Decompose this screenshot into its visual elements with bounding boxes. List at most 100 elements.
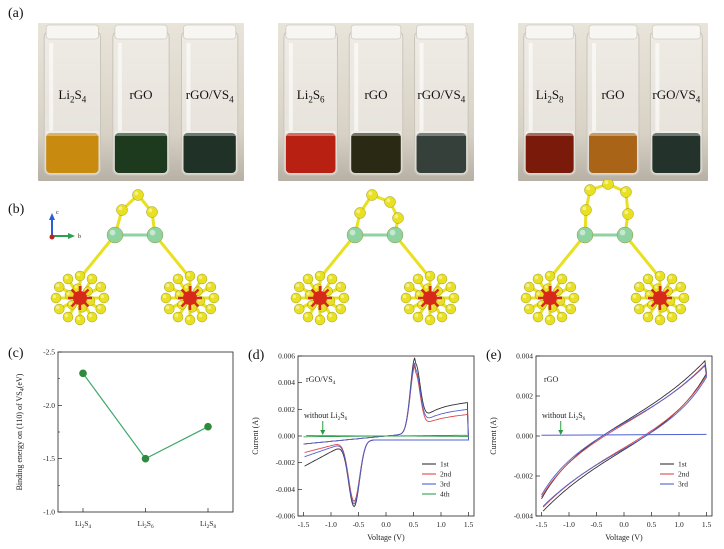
- sulfur-atom-shine: [356, 209, 361, 214]
- vial-meniscus: [285, 131, 336, 136]
- sulfur-atom: [400, 292, 412, 304]
- x-tick-label: 1.5: [464, 520, 474, 529]
- sulfur-atom-shine: [186, 316, 191, 321]
- vial-highlight: [419, 43, 424, 131]
- sulfur-atom: [412, 311, 424, 323]
- sulfur-atom: [532, 273, 544, 285]
- vial-liquid: [183, 133, 236, 173]
- sulfur-atom: [620, 186, 632, 198]
- y-tick-label: -0.006: [276, 512, 296, 521]
- vial-cap: [114, 24, 168, 40]
- sulfur-atom-shine: [414, 275, 419, 280]
- sulfur-atom-shine: [328, 275, 333, 280]
- sulfur-atom: [184, 314, 196, 326]
- sulfur-atom-shine: [635, 305, 640, 310]
- sulfur-atom-shine: [654, 285, 658, 289]
- sulfur-atom: [404, 281, 415, 293]
- sulfur-atom: [314, 314, 326, 326]
- x-tick-label-part: Li: [138, 519, 145, 528]
- sulfur-atom-shine: [534, 275, 539, 280]
- sulfur-atom: [172, 311, 184, 323]
- vial-photo-1-graphic: [38, 23, 244, 181]
- sulfur-atom-shine: [88, 275, 93, 280]
- sulfur-atom-shine: [97, 283, 102, 288]
- vial-highlight: [655, 43, 660, 131]
- sulfur-atom: [302, 273, 314, 285]
- sulfur-atom: [678, 292, 690, 304]
- sulfur-atom: [164, 281, 175, 293]
- sulfur-atom: [642, 273, 654, 285]
- sulfur-atom-shine: [316, 272, 321, 277]
- y-tick-label: 0.000: [278, 432, 295, 441]
- vial-cap: [525, 24, 575, 40]
- panel-label-b: (b): [8, 202, 25, 217]
- sulfur-atom-shine: [162, 294, 167, 299]
- sulfur-atom-shine: [405, 305, 410, 310]
- sulfur-atom-shine: [414, 313, 419, 318]
- cv-curve-1st: [541, 359, 707, 512]
- annotation-text-part: without Li: [304, 411, 338, 420]
- sulfur-atom-shine: [635, 283, 640, 288]
- sulfur-atom: [338, 292, 350, 304]
- x-tick-label-part: Li: [75, 519, 82, 528]
- sulfur-atom-shine: [567, 305, 572, 310]
- sulfur-atom-shine: [677, 283, 682, 288]
- sulfur-atom: [666, 273, 678, 285]
- bond: [153, 233, 192, 280]
- sulfur-atom-shine: [207, 283, 212, 288]
- sulfur-atom-shine: [525, 305, 530, 310]
- vial-meniscus: [589, 131, 637, 136]
- vanadium-atom: [576, 226, 594, 244]
- sulfur-atom-shine: [304, 275, 309, 280]
- sulfur-atom-shine: [76, 316, 81, 321]
- vanadium-atom-shine: [109, 229, 116, 236]
- sulfur-atom-shine: [316, 316, 321, 321]
- sulfur-atom-shine: [536, 292, 540, 296]
- sulfur-atom: [50, 292, 62, 304]
- vial-highlight: [592, 43, 597, 131]
- sulfur-atom: [622, 208, 634, 220]
- x-axis-label: Voltage (V): [367, 533, 405, 542]
- vial-label: Li2S8: [535, 87, 564, 105]
- y-tick-label: 0.006: [278, 352, 295, 361]
- lithium-core: [543, 291, 557, 305]
- vial-highlight: [186, 43, 191, 131]
- x-tick-label-part: Li: [200, 519, 207, 528]
- y-tick-label: -0.004: [276, 485, 296, 494]
- x-axis-label: Voltage (V): [605, 533, 643, 542]
- sulfur-atom: [366, 189, 378, 201]
- sulfur-atom-shine: [649, 301, 653, 306]
- y-tick-label: -0.002: [514, 472, 534, 481]
- sulfur-atom: [116, 204, 128, 216]
- vial-liquid: [285, 133, 336, 173]
- annotation-text: without Li2S6: [304, 411, 348, 422]
- sulfur-atom: [544, 270, 556, 282]
- c-arrow: [49, 213, 55, 220]
- x-tick-label-part: 6: [151, 524, 154, 530]
- sulfur-atom-shine: [100, 294, 105, 299]
- sulfur-atom-shine: [394, 214, 399, 219]
- vial-liquid: [589, 133, 637, 173]
- sulfur-atom: [74, 270, 86, 282]
- sulfur-atom-shine: [632, 294, 637, 299]
- sulfur-atom: [556, 311, 568, 323]
- sulfur-atom: [436, 311, 448, 323]
- plot-title-part: 4: [333, 380, 336, 386]
- sulfur-atom-shine: [207, 305, 212, 310]
- sulfur-atom: [445, 281, 456, 293]
- sulfur-atom-shine: [668, 313, 673, 318]
- sulfur-atom-shine: [546, 272, 551, 277]
- y-tick-label: -1.0: [43, 508, 55, 517]
- sulfur-atom-shine: [438, 313, 443, 318]
- sulfur-atom: [95, 303, 106, 315]
- sulfur-atom: [544, 314, 556, 326]
- sulfur-atom: [326, 311, 338, 323]
- sulfur-atom: [172, 273, 184, 285]
- data-point: [141, 454, 150, 463]
- sulfur-atom-shine: [624, 210, 629, 215]
- vanadium-atom: [146, 226, 164, 244]
- vial-cap: [285, 24, 336, 40]
- sulfur-atom-shine: [295, 283, 300, 288]
- x-tick-label: 0.5: [647, 520, 657, 529]
- sulfur-atom: [196, 311, 208, 323]
